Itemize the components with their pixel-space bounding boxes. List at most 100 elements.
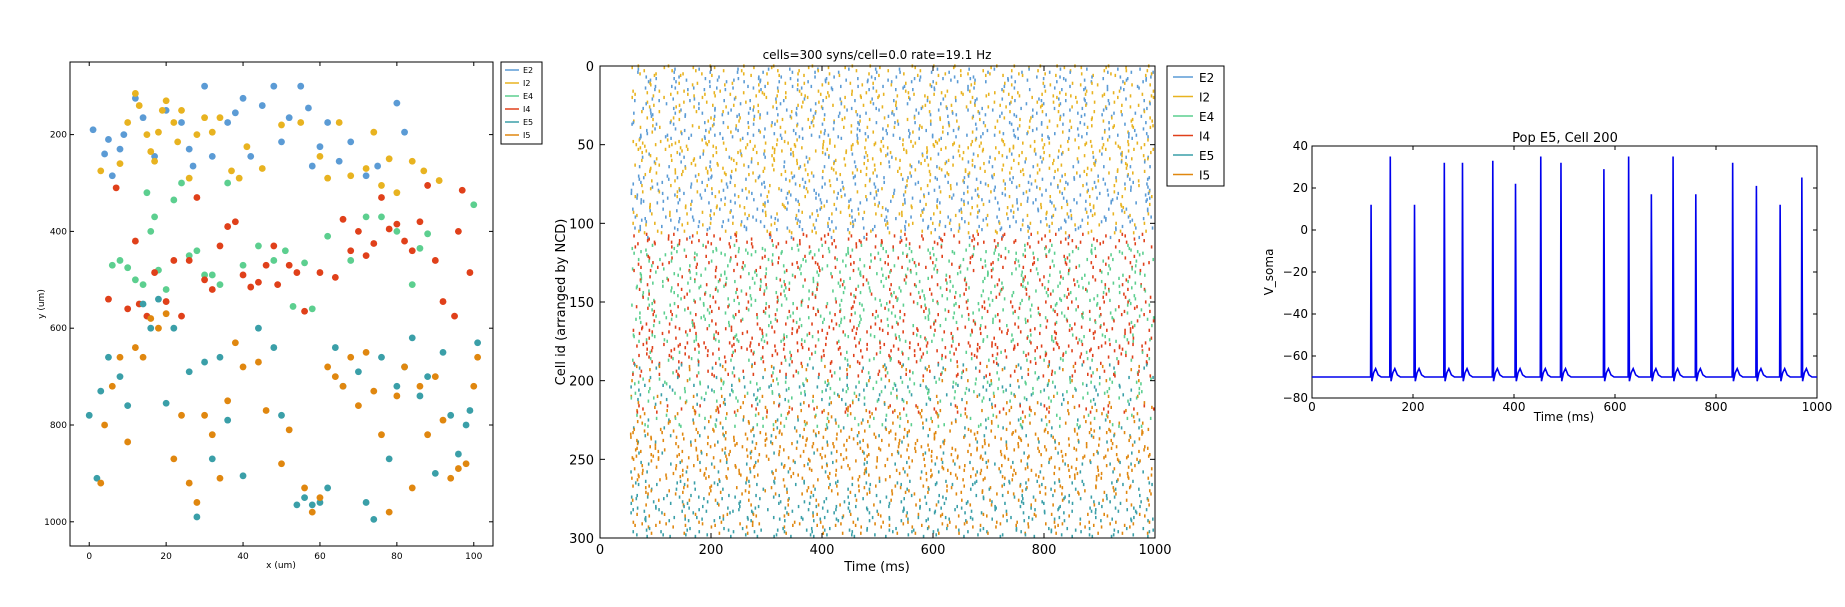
positions-point-e4 <box>185 252 193 259</box>
positions-point-e2 <box>89 126 97 134</box>
positions-point-i4 <box>439 298 447 305</box>
positions-point-e4 <box>289 303 297 310</box>
positions-point-i2 <box>297 119 305 126</box>
positions-point-e5 <box>447 411 455 419</box>
positions-point-e4 <box>147 228 155 235</box>
positions-point-e4 <box>170 196 178 204</box>
positions-point-i5 <box>308 508 316 516</box>
positions-legend-label-i5: I5 <box>523 131 530 140</box>
positions-point-e5 <box>270 344 278 351</box>
positions-point-i4 <box>162 298 170 305</box>
positions-point-i4 <box>401 237 408 245</box>
positions-point-e4 <box>239 261 247 269</box>
positions-y-ticks: 200 400 600 800 1000 <box>44 131 493 528</box>
positions-point-e2 <box>185 145 193 153</box>
positions-point-i5 <box>470 382 478 390</box>
positions-xlabel: x (um) <box>266 561 296 571</box>
positions-point-i2 <box>143 131 151 139</box>
positions-point-e2 <box>362 172 370 180</box>
positions-point-e5 <box>370 515 378 523</box>
positions-point-e2 <box>285 114 293 122</box>
positions-point-i5 <box>439 416 447 424</box>
positions-point-i4 <box>355 228 362 235</box>
positions-point-e5 <box>393 382 401 390</box>
positions-point-e2 <box>120 131 128 139</box>
positions-y-tick-label: 400 <box>50 227 67 237</box>
positions-point-i5 <box>278 460 285 468</box>
positions-point-i5 <box>324 363 332 371</box>
positions-point-e5 <box>201 358 208 366</box>
positions-point-i5 <box>201 411 208 419</box>
positions-point-i2 <box>97 167 105 175</box>
positions-point-i5 <box>178 411 185 419</box>
positions-point-i5 <box>355 402 362 410</box>
positions-point-i5 <box>331 373 339 380</box>
positions-point-i2 <box>135 102 143 109</box>
positions-point-i5 <box>255 358 262 366</box>
positions-point-i2 <box>235 174 243 182</box>
positions-point-i2 <box>324 174 332 182</box>
positions-point-i4 <box>385 225 393 233</box>
positions-point-i5 <box>424 431 432 439</box>
positions-point-e5 <box>139 300 147 308</box>
positions-point-e5 <box>454 450 462 458</box>
positions-point-i5 <box>124 438 132 446</box>
positions-point-e5 <box>124 402 132 410</box>
positions-point-i2 <box>362 165 370 172</box>
positions-point-i5 <box>162 310 170 318</box>
positions-point-i4 <box>124 305 132 313</box>
positions-point-i4 <box>247 283 255 291</box>
positions-points <box>85 82 482 523</box>
positions-point-i2 <box>385 155 393 163</box>
positions-point-e5 <box>331 344 339 351</box>
positions-point-e4 <box>116 257 124 264</box>
positions-x-ticks: 0 20 40 60 80 100 <box>86 62 483 562</box>
positions-point-e5 <box>170 324 178 332</box>
positions-point-e2 <box>189 162 197 170</box>
positions-point-i2 <box>435 177 443 184</box>
positions-point-i4 <box>178 312 185 320</box>
positions-point-e4 <box>393 228 401 235</box>
positions-point-e5 <box>355 368 362 376</box>
positions-point-e2 <box>201 82 208 90</box>
positions-point-e5 <box>147 324 155 332</box>
positions-point-e5 <box>416 392 424 400</box>
positions-point-i5 <box>462 460 470 468</box>
positions-point-i4 <box>255 278 262 286</box>
positions-point-e4 <box>301 259 308 267</box>
positions-x-tick-label: 80 <box>391 552 403 562</box>
positions-x-tick-label: 20 <box>160 552 172 562</box>
positions-x-tick-label: 0 <box>86 552 92 562</box>
positions-point-e5 <box>155 295 162 303</box>
positions-point-i2 <box>316 152 324 160</box>
positions-legend-label-e2: E2 <box>523 66 533 75</box>
positions-point-e2 <box>101 150 109 158</box>
positions-y-tick-label: 200 <box>50 131 67 141</box>
positions-point-e2 <box>258 102 266 109</box>
positions-point-i4 <box>131 237 139 245</box>
positions-point-e2 <box>239 94 247 102</box>
positions-point-i2 <box>147 148 155 155</box>
positions-x-tick-label: 100 <box>465 552 482 562</box>
positions-point-e2 <box>108 172 116 180</box>
positions-point-i4 <box>185 257 193 264</box>
positions-point-i5 <box>139 353 147 361</box>
positions-point-e2 <box>393 99 401 107</box>
positions-point-e2 <box>224 119 232 126</box>
positions-point-e5 <box>239 472 247 480</box>
positions-point-e5 <box>224 416 232 424</box>
positions-point-i5 <box>155 324 162 332</box>
positions-point-e4 <box>416 244 424 252</box>
positions-point-i5 <box>454 465 462 472</box>
positions-point-e4 <box>108 261 116 269</box>
positions-point-i5 <box>97 479 105 487</box>
positions-point-i5 <box>447 474 455 482</box>
positions-point-i5 <box>474 353 482 361</box>
positions-point-i2 <box>178 107 185 114</box>
positions-point-i2 <box>278 121 285 129</box>
positions-point-i5 <box>185 479 193 487</box>
positions-point-e2 <box>316 143 324 151</box>
positions-point-i4 <box>451 312 458 320</box>
positions-point-e4 <box>208 271 216 279</box>
positions-point-i4 <box>105 295 112 303</box>
